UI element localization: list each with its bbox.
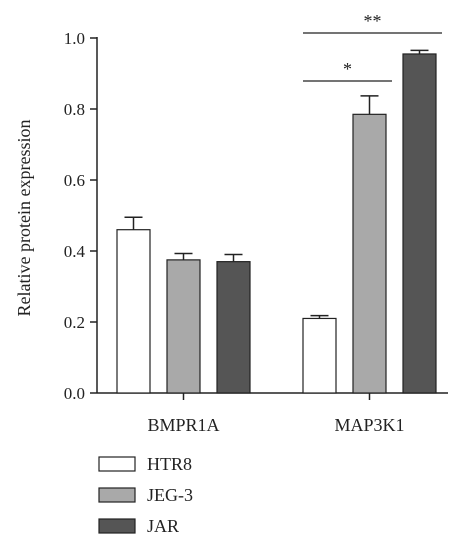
x-axis: BMPR1A MAP3K1 bbox=[97, 392, 448, 435]
y-axis: 0.0 0.2 0.4 0.6 0.8 1.0 bbox=[64, 29, 98, 403]
legend: HTR8 JEG-3 JAR bbox=[98, 454, 193, 536]
y-tick-label: 0.8 bbox=[64, 100, 85, 119]
y-tick-label: 0.4 bbox=[64, 242, 86, 261]
x-tick-label: MAP3K1 bbox=[334, 415, 404, 435]
y-tick-label: 1.0 bbox=[64, 29, 85, 48]
legend-swatch bbox=[98, 456, 136, 472]
bar bbox=[166, 259, 201, 394]
legend-label: HTR8 bbox=[147, 454, 192, 474]
bar bbox=[216, 261, 251, 394]
significance-markers: *** bbox=[303, 11, 442, 82]
x-tick-label: BMPR1A bbox=[147, 415, 219, 435]
y-axis-title: Relative protein expression bbox=[14, 120, 34, 317]
legend-label: JAR bbox=[147, 516, 179, 536]
bars bbox=[116, 49, 437, 394]
legend-label: JEG-3 bbox=[147, 485, 193, 505]
legend-swatch bbox=[98, 518, 136, 534]
significance-label: * bbox=[343, 59, 352, 79]
significance-label: ** bbox=[364, 11, 382, 31]
bar bbox=[302, 317, 337, 394]
y-tick-label: 0.0 bbox=[64, 384, 85, 403]
y-tick-label: 0.2 bbox=[64, 313, 85, 332]
bar bbox=[352, 113, 387, 394]
bar bbox=[116, 229, 151, 394]
y-tick-label: 0.6 bbox=[64, 171, 85, 190]
legend-swatch bbox=[98, 487, 136, 503]
bar bbox=[402, 53, 437, 394]
